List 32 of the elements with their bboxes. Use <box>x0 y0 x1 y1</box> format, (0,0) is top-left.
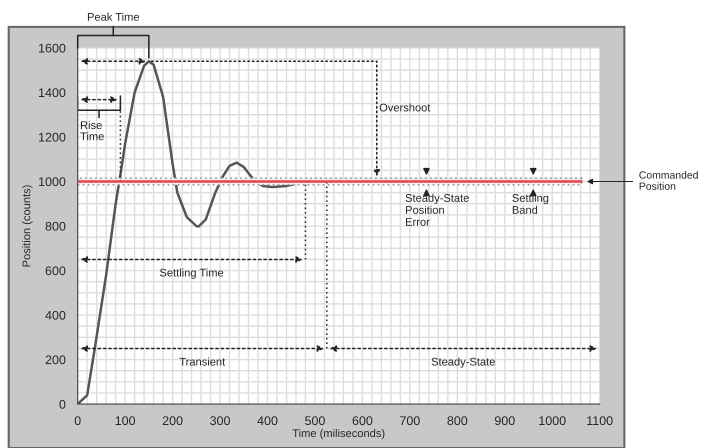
annotation: Steady-State <box>432 357 495 368</box>
x-tick-label: 300 <box>210 416 230 426</box>
ref-line-label: Commanded Position <box>639 171 698 190</box>
x-tick-label: 1000 <box>539 416 566 426</box>
x-axis-title: Time (miliseconds) <box>292 428 384 440</box>
annotation: Transient <box>180 357 226 366</box>
annotation: Steady-State Position Error <box>406 194 469 226</box>
annotation: Settling Time <box>160 268 224 279</box>
x-tick-label: 600 <box>352 416 372 426</box>
y-tick-label: 600 <box>46 266 66 276</box>
y-tick-label: 1200 <box>39 132 66 142</box>
x-tick-label: 400 <box>257 416 278 426</box>
x-tick-label: 500 <box>305 416 325 426</box>
annotation: Rise Time <box>80 120 104 140</box>
y-tick-label: 0 <box>59 400 66 409</box>
y-axis-title: Position (counts) <box>22 185 33 266</box>
x-tick-label: 200 <box>162 416 183 426</box>
y-tick-label: 200 <box>46 355 66 364</box>
annotation: Settling Band <box>512 194 548 214</box>
x-tick-label: 900 <box>494 416 515 426</box>
text: Peak Time <box>88 12 140 21</box>
annotation: Overshoot <box>380 103 430 112</box>
y-tick-label: 400 <box>45 310 66 320</box>
x-tick-label: 0 <box>74 416 81 426</box>
y-tick-label: 800 <box>46 222 66 231</box>
y-tick-label: 1000 <box>39 177 66 186</box>
x-tick-label: 700 <box>400 416 420 426</box>
x-tick-label: 100 <box>116 416 136 426</box>
x-tick-label: 1100 <box>587 416 613 426</box>
y-tick-label: 1400 <box>39 88 66 98</box>
x-tick-label: 800 <box>447 416 468 426</box>
y-tick-label: 1600 <box>39 44 66 53</box>
